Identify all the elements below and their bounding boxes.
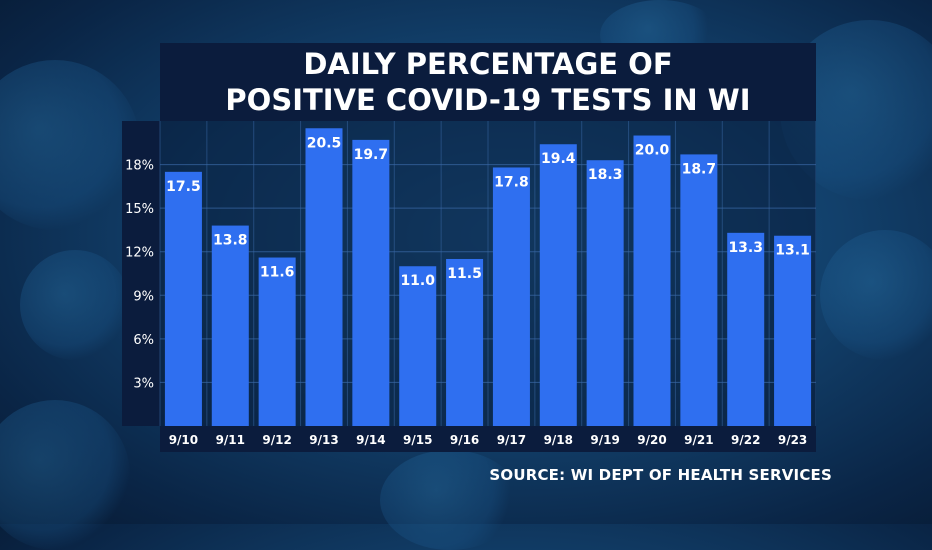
virus-decoration-3 bbox=[0, 400, 130, 550]
x-tick-label: 9/21 bbox=[684, 433, 713, 447]
x-tick-label: 9/14 bbox=[356, 433, 385, 447]
x-tick-label: 9/18 bbox=[544, 433, 573, 447]
bar-value-label: 11.0 bbox=[400, 273, 435, 289]
y-axis-panel bbox=[122, 121, 160, 426]
y-tick-label: 15% bbox=[125, 202, 154, 217]
bar-value-label: 20.5 bbox=[307, 135, 342, 151]
bar bbox=[258, 257, 296, 426]
y-tick-label: 12% bbox=[125, 246, 154, 261]
bar-value-label: 17.5 bbox=[166, 179, 201, 195]
bar bbox=[727, 232, 765, 426]
virus-decoration-1 bbox=[0, 60, 140, 230]
chart-title: DAILY PERCENTAGE OF POSITIVE COVID-19 TE… bbox=[160, 43, 816, 121]
bar-value-label: 18.7 bbox=[682, 161, 717, 177]
bar bbox=[680, 154, 718, 426]
virus-decoration-7 bbox=[380, 450, 520, 550]
bar-value-label: 11.5 bbox=[447, 266, 482, 282]
x-tick-label: 9/15 bbox=[403, 433, 432, 447]
bar bbox=[774, 235, 812, 426]
bar bbox=[305, 128, 343, 426]
bar-value-label: 18.3 bbox=[588, 167, 623, 183]
bar bbox=[164, 171, 202, 426]
bar-value-label: 19.7 bbox=[354, 147, 389, 163]
x-tick-label: 9/17 bbox=[497, 433, 526, 447]
bar-chart: 3% 6% 9% 12% 15% 18% 17.5 9/10 13.8 9/11 11.6 9/12 2… bbox=[125, 121, 816, 447]
x-tick-label: 9/22 bbox=[731, 433, 760, 447]
x-tick-label: 9/12 bbox=[262, 433, 291, 447]
bar bbox=[352, 139, 390, 426]
x-tick-label: 9/11 bbox=[216, 433, 245, 447]
bar-value-label: 13.1 bbox=[775, 243, 810, 259]
bar bbox=[211, 225, 249, 426]
y-tick-label: 18% bbox=[125, 159, 154, 174]
bar-value-label: 19.4 bbox=[541, 151, 576, 167]
x-tick-label: 9/13 bbox=[309, 433, 338, 447]
virus-decoration-2 bbox=[20, 250, 130, 360]
title-line-2: POSITIVE COVID-19 TESTS IN WI bbox=[225, 83, 751, 117]
bar bbox=[633, 135, 671, 426]
source-note: SOURCE: WI DEPT OF HEALTH SERVICES bbox=[489, 466, 832, 484]
y-tick-label: 6% bbox=[133, 333, 154, 348]
x-tick-label: 9/20 bbox=[637, 433, 666, 447]
chart-container: 3% 6% 9% 12% 15% 18% 17.5 9/10 13.8 9/11 11.6 9/12 2… bbox=[122, 121, 816, 452]
bar-value-label: 20.0 bbox=[635, 143, 670, 159]
bar-value-label: 13.8 bbox=[213, 233, 248, 249]
virus-decoration-5 bbox=[820, 230, 932, 360]
bar-value-label: 11.6 bbox=[260, 265, 295, 281]
y-tick-label: 9% bbox=[133, 289, 154, 304]
bar bbox=[446, 258, 484, 426]
y-tick-label: 3% bbox=[133, 376, 154, 391]
bar bbox=[492, 167, 530, 426]
x-axis-panel bbox=[160, 426, 816, 452]
bar-value-label: 17.8 bbox=[494, 174, 529, 190]
bar bbox=[539, 144, 577, 426]
bar bbox=[399, 266, 437, 426]
title-line-1: DAILY PERCENTAGE OF bbox=[303, 47, 673, 81]
x-tick-label: 9/16 bbox=[450, 433, 479, 447]
x-tick-label: 9/23 bbox=[778, 433, 807, 447]
x-tick-label: 9/10 bbox=[169, 433, 198, 447]
bar-value-label: 13.3 bbox=[728, 240, 763, 256]
x-tick-label: 9/19 bbox=[590, 433, 619, 447]
bar bbox=[586, 160, 624, 426]
